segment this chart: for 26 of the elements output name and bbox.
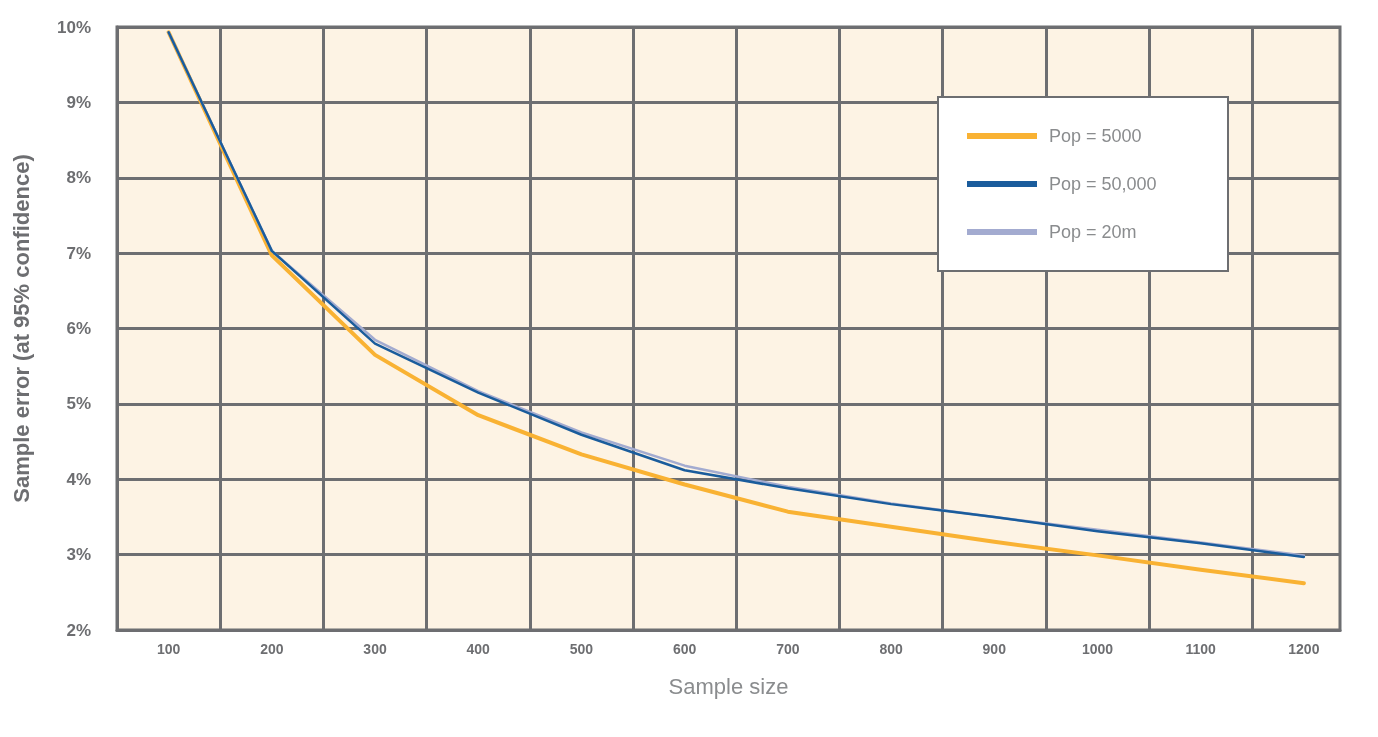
legend-label: Pop = 20m (1049, 221, 1137, 243)
y-tick-label: 5% (66, 394, 91, 414)
y-axis-title: Sample error (at 95% confidence) (8, 154, 34, 503)
y-tick-label: 10% (56, 17, 91, 37)
x-tick-label: 300 (363, 641, 387, 657)
y-tick-label: 2% (66, 620, 91, 640)
legend-label: Pop = 5000 (1049, 125, 1142, 147)
y-tick-label: 6% (66, 319, 91, 338)
y-tick-label: 8% (66, 168, 91, 188)
x-tick-label: 900 (982, 641, 1007, 657)
x-axis-title: Sample size (668, 673, 789, 699)
x-tick-label: 200 (260, 641, 284, 657)
x-tick-label: 800 (879, 641, 903, 657)
x-tick-label: 1100 (1185, 641, 1217, 657)
y-tick-label: 3% (66, 545, 91, 565)
x-tick-label: 1000 (1081, 641, 1114, 657)
x-tick-label: 1200 (1288, 641, 1320, 657)
x-tick-label: 400 (466, 641, 491, 657)
x-tick-label: 500 (569, 641, 594, 657)
x-tick-label: 700 (776, 641, 800, 657)
y-tick-label: 9% (66, 92, 91, 112)
y-tick-label: 7% (66, 243, 91, 263)
x-tick-label: 600 (672, 641, 697, 657)
legend-label: Pop = 50,000 (1049, 173, 1157, 195)
x-tick-label: 100 (156, 641, 181, 657)
y-tick-label: 4% (66, 469, 91, 489)
